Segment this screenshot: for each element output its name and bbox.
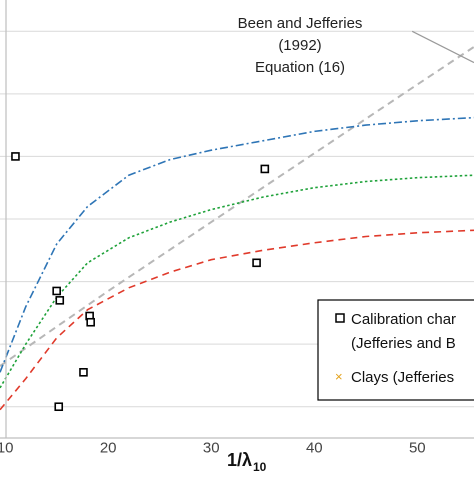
series-line-dashed-4 [0, 229, 474, 411]
data-point-calibration [11, 152, 20, 161]
grid [0, 30, 474, 408]
x-axis-label: 1/λ [227, 450, 252, 470]
data-point-calibration [54, 402, 64, 412]
series-line-dashed-1 [0, 46, 474, 367]
data-point-calibration [55, 296, 65, 305]
series-lines [0, 46, 474, 411]
data-point-calibration [52, 286, 61, 296]
x-tick-label: 40 [306, 439, 323, 456]
axes: 10 20 30 40 50 [0, 0, 474, 456]
x-tick-label: 20 [100, 439, 117, 456]
data-point-calibration [260, 164, 270, 174]
data-point-calibration [252, 258, 261, 268]
x-tick-label: 10 [0, 439, 13, 456]
x-axis-label-subscript: 10 [253, 460, 267, 474]
legend-x-marker: × [335, 369, 343, 384]
annotation-line-2: (1992) [278, 37, 321, 54]
data-point-calibration [79, 367, 88, 377]
series-line-dotted-3 [0, 174, 474, 389]
annotation-line-1: Been and Jefferies [238, 15, 363, 32]
markers [11, 152, 270, 412]
annotation: Been and Jefferies (1992) Equation (16) [238, 15, 474, 76]
legend-square-marker [335, 313, 345, 323]
x-tick-label: 50 [409, 439, 426, 456]
series-line-dash-dot-2 [0, 116, 474, 373]
legend: Calibration char (Jefferies and B × Clay… [317, 299, 474, 401]
legend-item-clays: Clays (Jefferies [351, 369, 454, 386]
legend-item-calibration-line-1: Calibration char [351, 311, 456, 328]
x-axis-title: 1/λ 10 [227, 450, 267, 474]
legend-item-calibration-line-2: (Jefferies and B [351, 335, 456, 352]
x-tick-label: 30 [203, 439, 220, 456]
annotation-leader-line [411, 30, 474, 64]
annotation-line-3: Equation (16) [255, 59, 345, 76]
data-point-calibration [86, 317, 95, 327]
